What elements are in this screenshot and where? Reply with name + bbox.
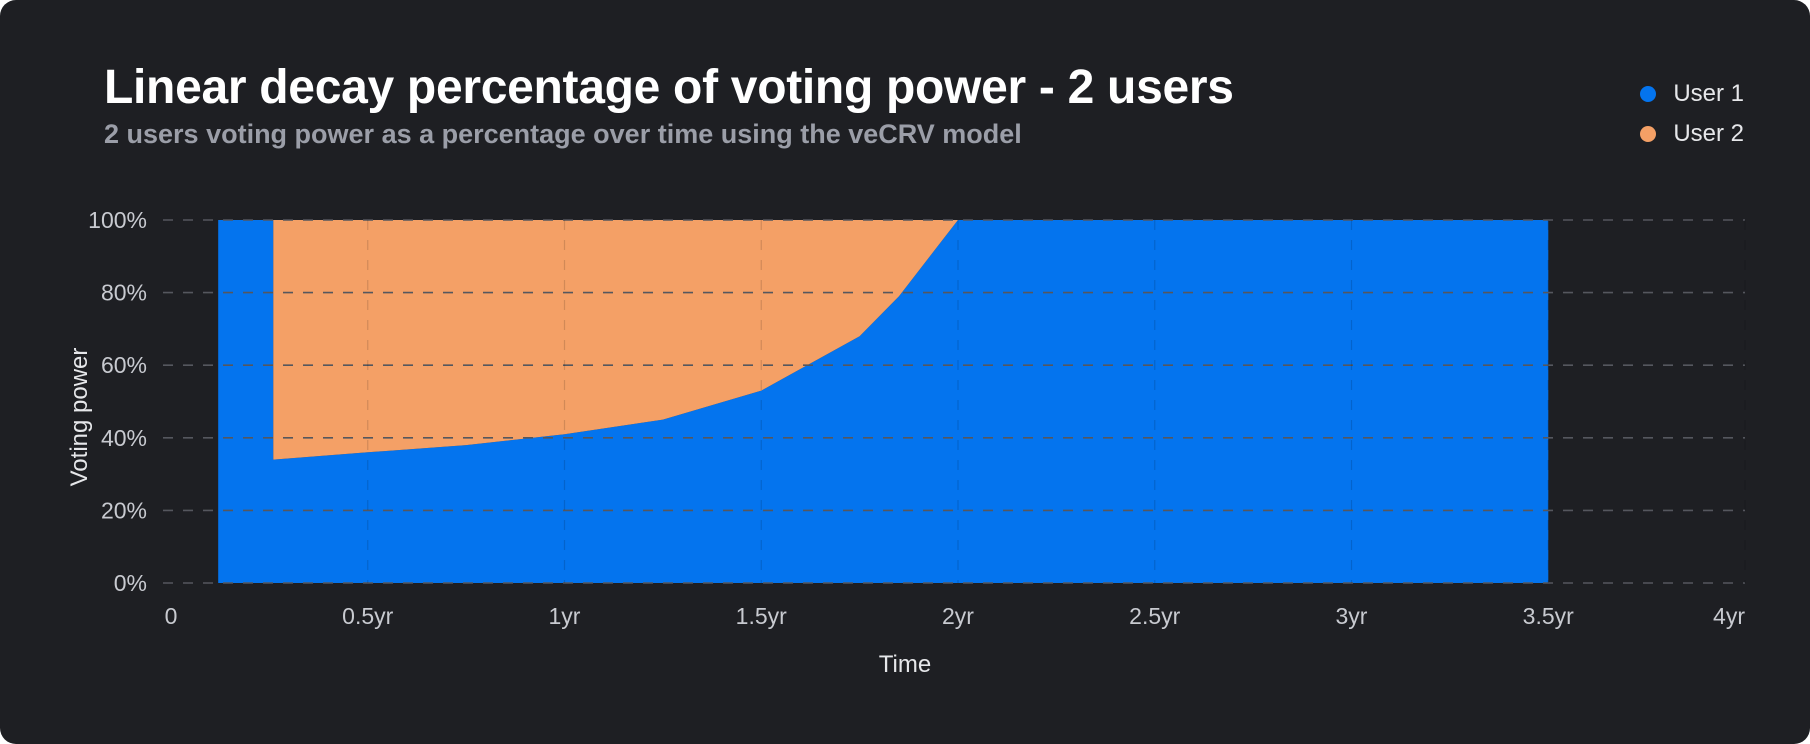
legend: User 1 User 2 <box>1640 74 1744 154</box>
y-tick-label: 100% <box>88 207 147 233</box>
areas-layer <box>218 220 1549 583</box>
y-tick-label: 0% <box>114 570 147 596</box>
x-tick-label: 1yr <box>549 603 581 629</box>
x-tick-label: 2.5yr <box>1129 603 1180 629</box>
y-tick-label: 40% <box>101 425 147 451</box>
area-series-user-2 <box>218 220 1549 460</box>
y-axis-title: Voting power <box>66 348 93 487</box>
legend-label-user-2: User 2 <box>1673 120 1744 147</box>
x-tick-label: 1.5yr <box>736 603 787 629</box>
y-tick-label: 60% <box>101 352 147 378</box>
y-tick-label: 80% <box>101 280 147 306</box>
y-axis-ticks: 0% 20% 40% 60% 80% 100% <box>88 207 147 596</box>
x-tick-label: 0.5yr <box>342 603 393 629</box>
chart-subtitle: 2 users voting power as a percentage ove… <box>104 119 1022 149</box>
legend-dot-user-1 <box>1640 86 1657 102</box>
grid-layer <box>163 219 1746 584</box>
x-tick-label: 2yr <box>942 603 974 629</box>
x-tick-label: 0 <box>165 603 178 629</box>
legend-item-user-2[interactable]: User 2 <box>1640 114 1744 154</box>
x-tick-label: 3.5yr <box>1523 603 1574 629</box>
chart-title: Linear decay percentage of voting power … <box>104 61 1234 114</box>
legend-item-user-1[interactable]: User 1 <box>1640 74 1744 114</box>
y-tick-label: 20% <box>101 497 147 523</box>
area-series-user-1 <box>218 220 1549 583</box>
x-tick-label: 3yr <box>1336 603 1368 629</box>
x-axis-title: Time <box>879 651 931 678</box>
x-tick-label: 4yr <box>1713 603 1745 629</box>
legend-label-user-1: User 1 <box>1673 80 1744 107</box>
x-axis-ticks: 0 0.5yr 1yr 1.5yr 2yr 2.5yr 3yr 3.5yr 4yr <box>165 603 1746 629</box>
legend-dot-user-2 <box>1640 126 1657 142</box>
